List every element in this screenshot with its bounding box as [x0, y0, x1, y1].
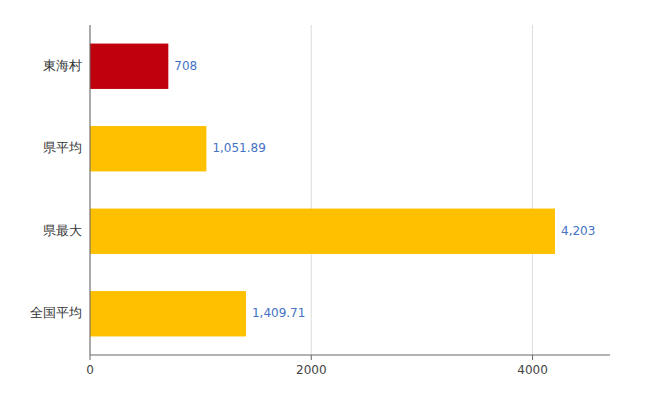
y-axis-line — [90, 25, 91, 355]
data-label: 1,409.71 — [252, 306, 305, 320]
bar — [90, 126, 206, 171]
tick-label: 2000 — [296, 363, 327, 377]
x-axis: 0 2000 4000 — [86, 355, 610, 377]
grid-line — [90, 25, 91, 355]
data-label: 1,051.89 — [212, 141, 265, 155]
data-labels: 708 1,051.89 4,203 1,409.71 — [174, 59, 595, 321]
category-label: 東海村 — [43, 58, 82, 73]
grid-line — [532, 25, 533, 355]
grid-line — [311, 25, 312, 355]
data-label: 4,203 — [561, 224, 595, 238]
category-label: 県平均 — [43, 140, 82, 155]
data-label: 708 — [174, 59, 197, 73]
chart-container: 0 2000 4000 東海村県平均県最大全国平均 708 1,051.89 4,203 1,… — [0, 0, 650, 400]
bar — [90, 44, 168, 89]
x-axis-line — [90, 355, 610, 356]
bar — [90, 291, 246, 336]
bar — [90, 209, 555, 254]
category-label: 県最大 — [43, 223, 82, 238]
chart: 0 2000 4000 東海村県平均県最大全国平均 708 1,051.89 4,203 1,… — [0, 0, 650, 400]
tick-mark — [311, 355, 312, 360]
bars — [90, 44, 555, 337]
tick-mark — [90, 355, 91, 360]
tick-label: 0 — [86, 363, 94, 377]
tick-mark — [532, 355, 533, 360]
grid — [90, 25, 533, 355]
y-axis: 東海村県平均県最大全国平均 — [30, 25, 90, 355]
tick-label: 4000 — [517, 363, 548, 377]
category-label: 全国平均 — [30, 305, 82, 320]
